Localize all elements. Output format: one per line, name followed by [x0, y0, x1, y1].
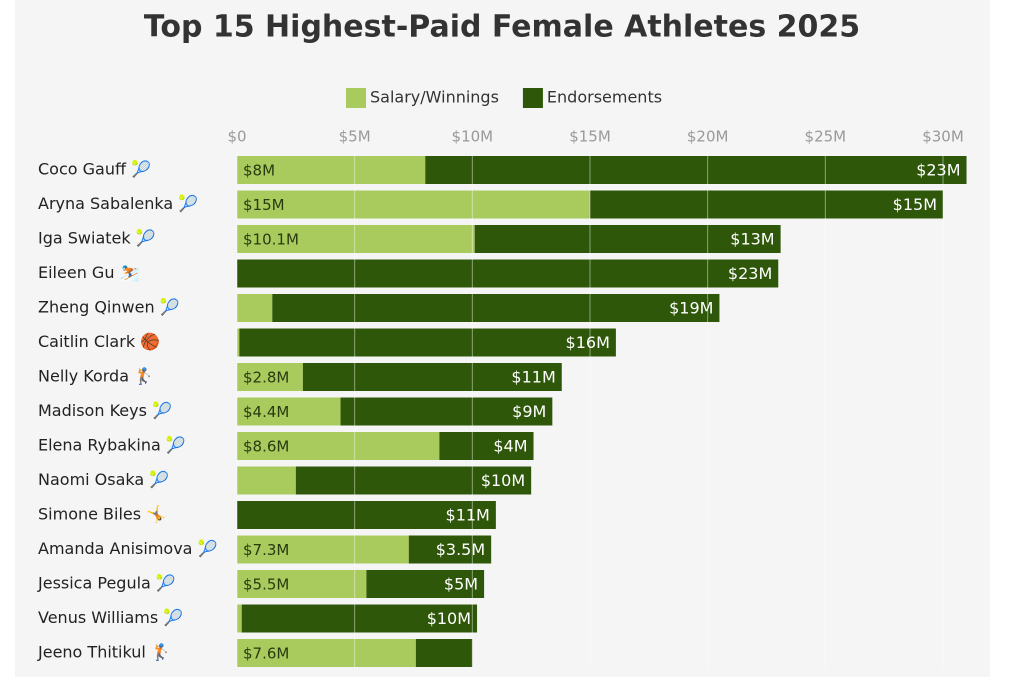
- x-tick-label: $15M: [569, 128, 611, 146]
- x-tick-label: $20M: [687, 128, 729, 146]
- category-label: Iga Swiatek 🎾: [38, 229, 156, 248]
- value-label: $7.3M: [243, 541, 289, 559]
- category-label: Zheng Qinwen 🎾: [38, 298, 180, 317]
- value-label: $23M: [728, 264, 772, 283]
- bar-segment: [237, 156, 426, 184]
- bar-segment: [295, 466, 532, 495]
- x-tick-label: $30M: [922, 128, 964, 146]
- category-label: Venus Williams 🎾: [38, 608, 183, 627]
- bar-segment: [415, 639, 473, 667]
- legend-swatch: [346, 88, 366, 108]
- legend-label: Endorsements: [547, 88, 662, 107]
- bar-segment: [237, 225, 475, 253]
- bar-segment: [366, 570, 485, 598]
- value-label: $15M: [243, 196, 285, 214]
- category-label: Elena Rybakina 🎾: [38, 436, 186, 455]
- category-label: Amanda Anisimova 🎾: [38, 539, 218, 558]
- category-label: Jeeno Thitikul 🏌️: [37, 643, 171, 662]
- category-label: Coco Gauff 🎾: [38, 160, 151, 179]
- bar-segment: [237, 363, 303, 391]
- category-label: Simone Biles 🤸: [38, 505, 166, 524]
- x-tick-label: $5M: [339, 128, 371, 146]
- bar-segment: [590, 190, 943, 219]
- x-tick-label: $10M: [452, 128, 494, 146]
- chart-title: Top 15 Highest-Paid Female Athletes 2025: [144, 10, 860, 45]
- value-label: $10M: [481, 471, 525, 490]
- value-label: $10.1M: [243, 231, 299, 249]
- bar-segment: [241, 604, 478, 633]
- bar-segment: [237, 432, 440, 460]
- legend: Salary/Winnings Endorsements: [346, 88, 662, 108]
- value-label: $13M: [730, 230, 774, 249]
- x-tick-label: $25M: [805, 128, 847, 146]
- value-label: $11M: [511, 368, 555, 387]
- bar-segment: [272, 294, 720, 322]
- bar-segment: [302, 363, 562, 391]
- bar-segment: [237, 190, 590, 219]
- x-tick-label: $0: [227, 128, 246, 146]
- value-label: $11M: [446, 506, 490, 525]
- value-label: $7.6M: [243, 645, 289, 663]
- bar-segment: [237, 535, 409, 564]
- category-label: Naomi Osaka 🎾: [38, 470, 169, 489]
- category-label: Eileen Gu ⛷️: [38, 263, 139, 282]
- value-label: $4M: [493, 437, 527, 456]
- category-label: Caitlin Clark 🏀: [38, 331, 160, 352]
- category-label: Aryna Sabalenka 🎾: [38, 194, 198, 213]
- bar-segment: [439, 432, 534, 460]
- bar-segment: [237, 501, 496, 529]
- bar-segment: [239, 328, 616, 357]
- value-label: $8M: [243, 162, 275, 180]
- category-label: Jessica Pegula 🎾: [37, 574, 176, 593]
- bar-segment: [474, 225, 781, 253]
- bar-segment: [425, 156, 967, 184]
- value-label: $5.5M: [243, 576, 289, 594]
- value-label: $23M: [916, 161, 960, 180]
- bar-segment: [408, 535, 492, 564]
- value-label: $5M: [444, 575, 478, 594]
- bar-segment: [237, 604, 242, 633]
- value-label: $10M: [427, 609, 471, 628]
- bar-segment: [237, 259, 779, 288]
- category-label: Madison Keys 🎾: [38, 401, 172, 420]
- category-label: Nelly Korda 🏌️: [38, 367, 154, 386]
- bar-segment: [237, 466, 296, 495]
- bar-segment: [237, 294, 273, 322]
- value-label: $9M: [512, 402, 546, 421]
- legend-label: Salary/Winnings: [370, 88, 499, 107]
- value-label: $16M: [566, 333, 610, 352]
- value-label: $15M: [893, 195, 937, 214]
- value-label: $19M: [669, 299, 713, 318]
- value-label: $2.8M: [243, 369, 289, 387]
- value-label: $4.4M: [243, 403, 289, 421]
- bar-segment: [340, 397, 553, 426]
- bar-segment: [237, 397, 341, 426]
- legend-swatch: [522, 88, 543, 108]
- bar-segment: [237, 639, 416, 667]
- value-label: $8.6M: [243, 438, 289, 456]
- bar-segment: [237, 570, 367, 598]
- value-label: $3.5M: [436, 540, 485, 559]
- bar-segment: [237, 328, 240, 357]
